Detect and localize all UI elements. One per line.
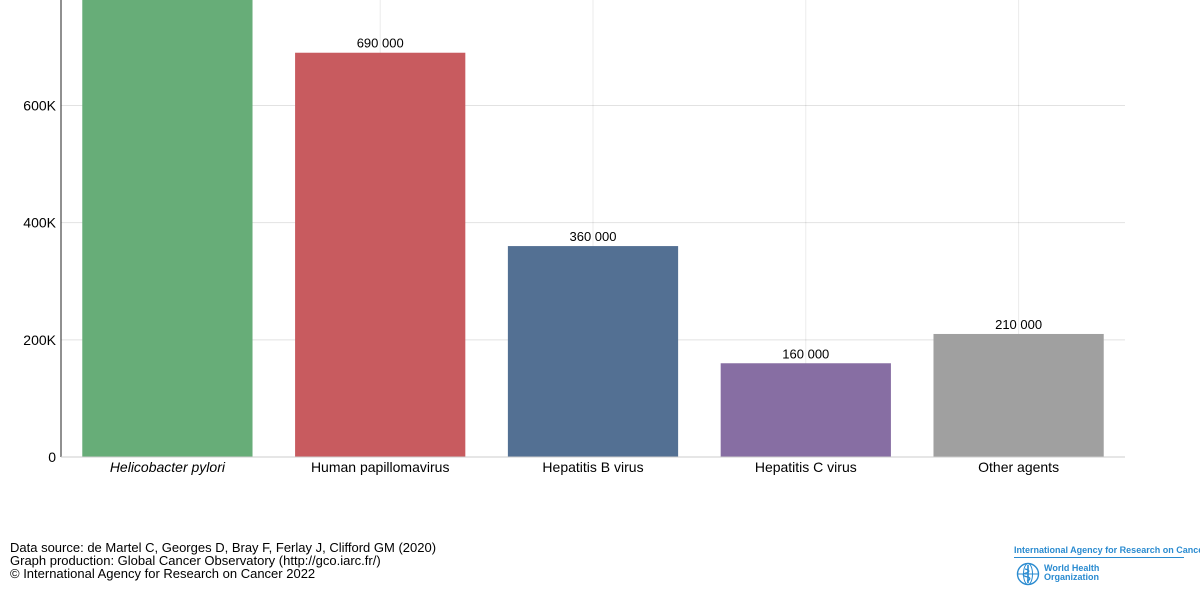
- copyright-line: © International Agency for Research on C…: [10, 566, 316, 581]
- axes: [60, 0, 1125, 458]
- x-tick-label: Hepatitis C virus: [755, 459, 857, 475]
- y-tick-label: 200K: [23, 332, 56, 348]
- y-tick-label: 600K: [23, 97, 56, 113]
- bar: [720, 363, 891, 457]
- y-tick-label: 0: [48, 449, 56, 465]
- iarc-who-logo: International Agency for Research on Can…: [1014, 545, 1200, 591]
- data-label: 360 000: [570, 229, 617, 244]
- x-tick-labels: Helicobacter pylori Human papillomavirus H…: [110, 459, 1059, 475]
- bar: [933, 333, 1104, 457]
- bar: [507, 246, 679, 457]
- bar: [82, 0, 253, 457]
- y-tick-labels: 0 200K 400K 600K: [23, 97, 56, 465]
- x-tick-label: Human papillomavirus: [311, 459, 450, 475]
- x-tick-label: Helicobacter pylori: [110, 459, 226, 475]
- x-tick-label: Other agents: [978, 459, 1059, 475]
- iarc-name: International Agency for Research on Can…: [1014, 545, 1200, 555]
- bars: [82, 0, 1104, 457]
- data-label: 690 000: [357, 36, 404, 51]
- data-label: 210 000: [995, 317, 1042, 332]
- bar: [295, 52, 466, 457]
- data-label: 160 000: [782, 346, 829, 361]
- logo-divider: [1014, 557, 1184, 558]
- data-source-line: Data source: de Martel C, Georges D, Bra…: [10, 540, 437, 555]
- bar-chart: 0 200K 400K 600K Helicobacter pylori Human p…: [23, 0, 1125, 475]
- who-name: World Health Organization: [1044, 563, 1100, 582]
- y-tick-label: 400K: [23, 215, 56, 231]
- data-source-note: Data source: de Martel C, Georges D, Bra…: [10, 541, 436, 580]
- graph-production-line: Graph production: Global Cancer Observat…: [10, 553, 381, 568]
- data-labels: 690 000 360 000 160 000 210 000: [357, 36, 1042, 362]
- who-emblem-icon: [1016, 562, 1040, 586]
- x-tick-label: Hepatitis B virus: [542, 459, 643, 475]
